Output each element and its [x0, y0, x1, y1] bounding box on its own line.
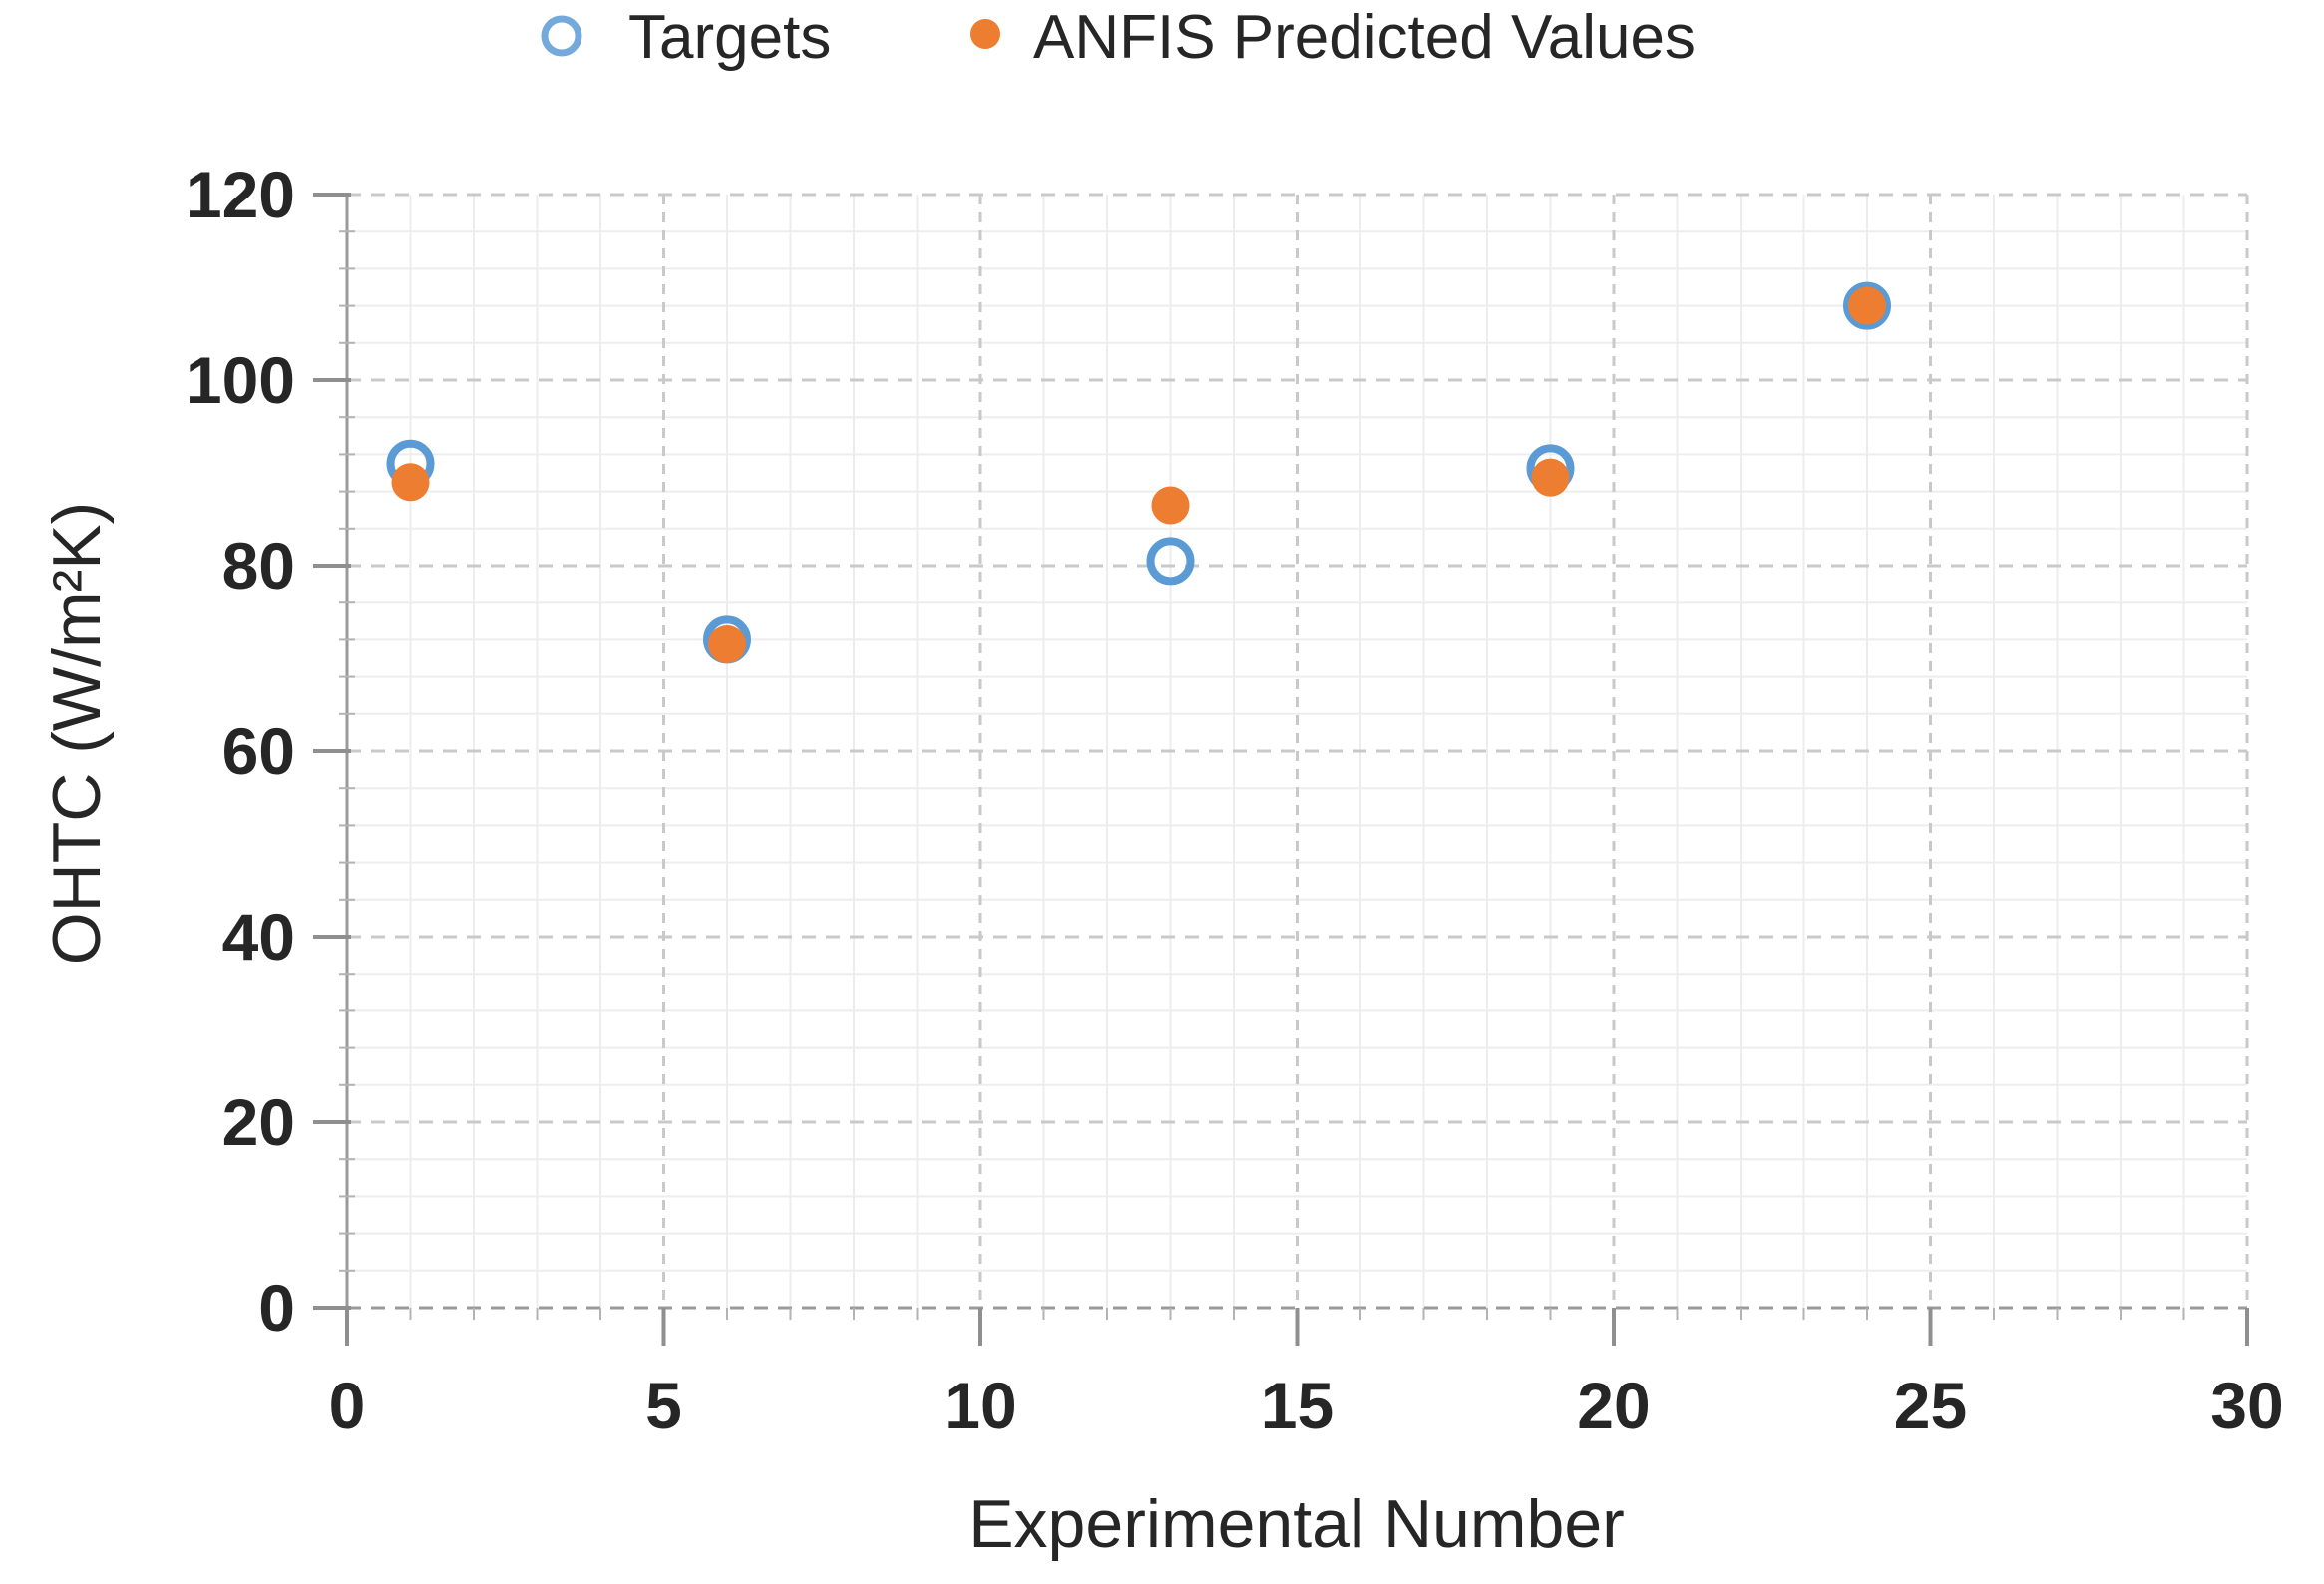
y-tick-label: 60: [222, 714, 295, 788]
x-tick-label: 30: [2210, 1369, 2283, 1442]
anfis-predicted-values-point: [708, 625, 746, 664]
x-tick-label: 25: [1894, 1369, 1967, 1442]
anfis-predicted-values-point: [1151, 486, 1190, 525]
y-tick-label: 100: [186, 343, 295, 417]
targets-point: [1146, 537, 1195, 586]
x-tick-label: 10: [944, 1369, 1016, 1442]
anfis-predicted-values-point: [1848, 286, 1886, 325]
x-tick-label: 5: [645, 1369, 682, 1442]
legend-label-anfis: ANFIS Predicted Values: [1033, 3, 1696, 72]
chart-legend: Targets ANFIS Predicted Values: [0, 0, 2324, 80]
anfis-marker-icon: [970, 19, 1000, 49]
targets-marker-icon: [541, 15, 582, 57]
y-axis-title: OHTC (W/m²K): [39, 501, 115, 966]
anfis-predicted-values-point: [1531, 458, 1570, 497]
legend-label-targets: Targets: [628, 3, 832, 72]
y-tick-label: 20: [222, 1085, 295, 1159]
y-tick-label: 0: [258, 1271, 295, 1345]
x-tick-label: 15: [1261, 1369, 1334, 1442]
x-axis-title: Experimental Number: [968, 1486, 1625, 1562]
y-tick-label: 80: [222, 529, 295, 602]
x-tick-label: 20: [1577, 1369, 1650, 1442]
targets-point: [1843, 281, 1891, 330]
x-tick-label: 0: [329, 1369, 366, 1442]
y-tick-label: 40: [222, 900, 295, 974]
y-tick-label: 120: [186, 158, 295, 231]
anfis-predicted-values-point: [391, 463, 430, 502]
